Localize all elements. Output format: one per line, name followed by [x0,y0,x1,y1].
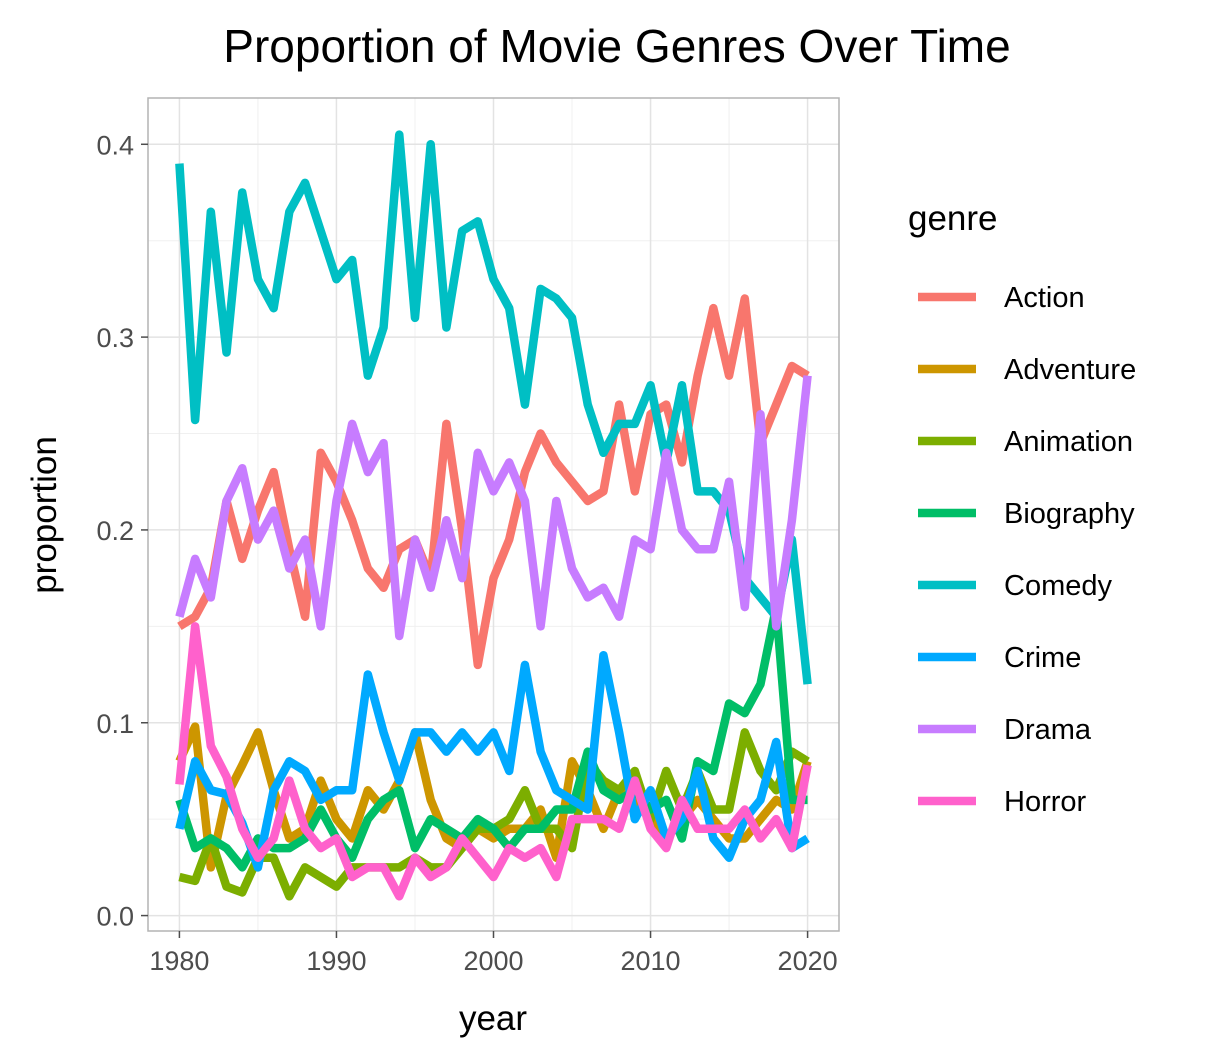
y-tick-label: 0.2 [96,516,134,546]
y-tick-label: 0.1 [96,709,134,739]
legend-label-animation: Animation [1004,426,1133,458]
series-line-horror [175,622,812,901]
series-line-comedy [175,130,812,685]
legend: genre Action Adventure Animation Biography C… [908,199,1136,818]
series-lines [175,130,812,901]
x-tick-label: 1990 [306,946,366,976]
x-tick-label: 2000 [463,946,523,976]
chart-title: Proportion of Movie Genres Over Time [223,20,1010,72]
x-tick-label: 2010 [621,946,681,976]
series-line-drama [175,375,812,641]
legend-label-biography: Biography [1004,498,1135,530]
legend-label-drama: Drama [1004,714,1092,746]
x-axis-ticks: 1980 1990 2000 2010 2020 [149,931,838,976]
series-line-biography [175,602,808,872]
x-axis-title: year [459,999,527,1038]
y-tick-label: 0.4 [96,130,134,160]
legend-label-horror: Horror [1004,786,1087,818]
series-line-crime [175,651,810,872]
y-tick-label: 0.0 [96,902,134,932]
legend-label-comedy: Comedy [1004,570,1112,602]
legend-title: genre [908,199,998,238]
y-axis-title: proportion [25,436,64,594]
x-tick-label: 2020 [778,946,838,976]
legend-label-action: Action [1004,282,1085,314]
legend-label-crime: Crime [1004,642,1081,674]
y-tick-label: 0.3 [96,323,134,353]
legend-label-adventure: Adventure [1004,354,1136,386]
y-axis-ticks: 0.0 0.1 0.2 0.3 0.4 [96,130,148,932]
x-tick-label: 1980 [149,946,209,976]
series-line-action [177,294,810,670]
